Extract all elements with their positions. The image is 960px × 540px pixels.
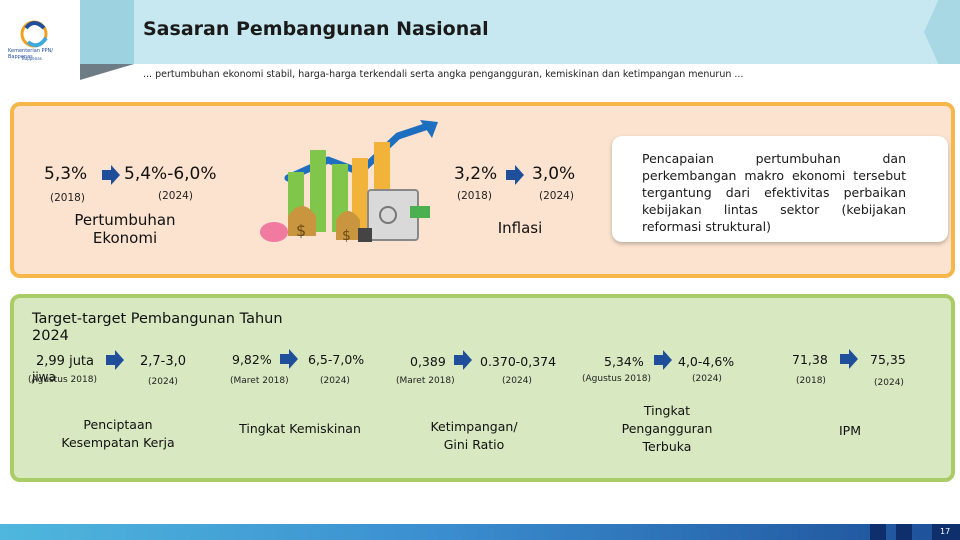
unemployment-label: Tingkat Pengangguran Terbuka xyxy=(602,402,732,456)
inflation-to-value: 3,0% xyxy=(532,164,576,184)
page-title: Sasaran Pembangunan Nasional xyxy=(143,18,489,40)
gini-from-value: 0,389 xyxy=(410,354,446,369)
arrow-right-icon xyxy=(840,349,858,369)
logo-sub: Bappenas xyxy=(22,56,42,61)
note-text: Pencapaian pertumbuhan dan perkembangan … xyxy=(642,151,906,234)
ipm-label: IPM xyxy=(838,423,861,438)
unemployment-to-year: (2024) xyxy=(692,374,722,384)
ipm-to-year: (2024) xyxy=(874,378,904,388)
growth-label: Pertumbuhan Ekonomi xyxy=(60,211,190,247)
logo-name: Kementerian PPN/ Bappenas xyxy=(8,48,53,60)
gini-to-year: (2024) xyxy=(502,376,532,386)
jobs-from-overlap: jiwa xyxy=(32,370,56,384)
unemployment-label-line2: Pengangguran xyxy=(621,421,713,436)
growth-label-line1: Pertumbuhan xyxy=(74,211,176,229)
gini-label: Ketimpangan/ Gini Ratio xyxy=(412,418,536,454)
gini-from-year: (Maret 2018) xyxy=(396,376,455,386)
poverty-from-value: 9,82% xyxy=(232,352,272,367)
ipm-from-value: 71,38 xyxy=(792,352,828,367)
inflation-label: Inflasi xyxy=(497,219,543,237)
unemployment-label-line1: Tingkat xyxy=(643,403,691,418)
inflation-from-year: (2018) xyxy=(457,190,492,202)
jobs-from-year: (Agustus 2018) xyxy=(28,375,97,385)
footer-square xyxy=(896,524,912,540)
growth-to-value: 5,4%-6,0% xyxy=(124,164,217,184)
unemployment-label-line3: Terbuka xyxy=(642,439,692,454)
targets-heading-line1: Target-target Pembangunan Tahun xyxy=(32,311,283,327)
unemployment-from-year: (Agustus 2018) xyxy=(582,374,651,384)
gini-label-line1: Ketimpangan/ xyxy=(430,419,518,434)
footer-bar xyxy=(0,524,960,540)
money-growth-illustration: $ $ xyxy=(260,120,438,244)
targets-heading-line2: 2024 xyxy=(32,328,69,344)
growth-from-year: (2018) xyxy=(50,192,85,204)
header-banner xyxy=(80,0,960,64)
ipm-from-year: (2018) xyxy=(796,376,826,386)
poverty-from-year: (Maret 2018) xyxy=(230,376,289,386)
unemployment-to-value: 4,0-4,6% xyxy=(678,354,735,369)
targets-heading: Target-target Pembangunan Tahun 2024 xyxy=(32,311,332,345)
page-subtitle: ... pertumbuhan ekonomi stabil, harga-ha… xyxy=(143,69,744,80)
poverty-label: Tingkat Kemiskinan xyxy=(239,421,361,436)
inflation-to-year: (2024) xyxy=(539,190,574,202)
page-number: 17 xyxy=(940,527,951,536)
svg-text:$: $ xyxy=(296,221,306,240)
arrow-right-icon xyxy=(102,165,120,185)
jobs-label-line2: Kesempatan Kerja xyxy=(61,435,175,450)
jobs-label: Penciptaan Kesempatan Kerja xyxy=(48,416,188,452)
arrow-right-icon xyxy=(280,349,298,369)
ipm-to-value: 75,35 xyxy=(870,352,906,367)
arrow-right-icon xyxy=(654,350,672,370)
jobs-label-line1: Penciptaan xyxy=(83,417,153,432)
header-accent-triangle xyxy=(80,64,134,80)
growth-to-year: (2024) xyxy=(158,190,193,202)
unemployment-from-value: 5,34% xyxy=(604,354,644,369)
svg-text:$: $ xyxy=(342,228,351,244)
note-card xyxy=(612,136,948,242)
logo-icon xyxy=(20,20,48,48)
arrow-right-icon xyxy=(506,165,524,185)
growth-from-value: 5,3% xyxy=(44,164,88,184)
footer-square xyxy=(932,524,960,540)
poverty-to-year: (2024) xyxy=(320,376,350,386)
arrow-right-icon xyxy=(454,350,472,370)
poverty-to-value: 6,5-7,0% xyxy=(308,352,365,367)
targets-panel xyxy=(10,294,955,482)
jobs-to-year: (2024) xyxy=(148,377,178,387)
growth-label-line2: Ekonomi xyxy=(92,229,158,247)
gini-label-line2: Gini Ratio xyxy=(443,437,505,452)
jobs-to-value: 2,7-3,0 xyxy=(140,354,187,369)
header-accent xyxy=(80,0,134,64)
inflation-from-value: 3,2% xyxy=(454,164,498,184)
jobs-from-value: 2,99 juta xyxy=(36,354,94,369)
arrow-right-icon xyxy=(106,350,124,370)
gini-to-value: 0.370-0,374 xyxy=(480,354,557,369)
footer-square xyxy=(870,524,886,540)
